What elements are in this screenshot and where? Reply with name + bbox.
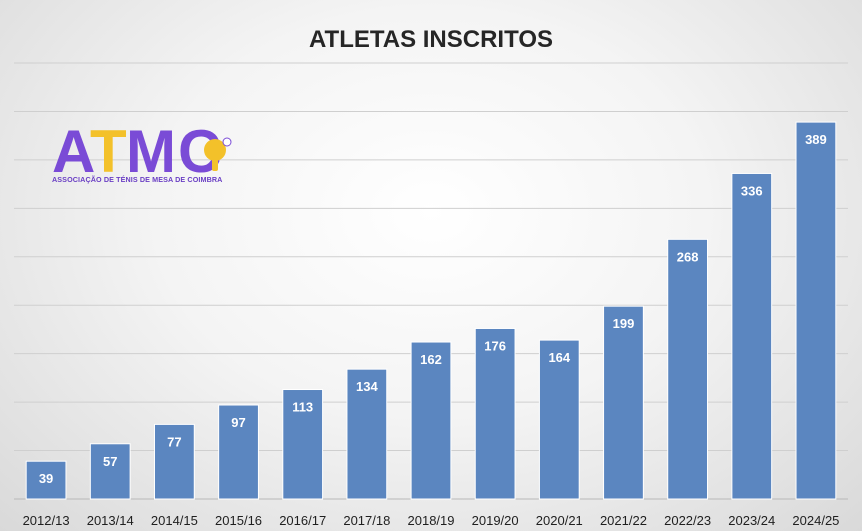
data-label: 97 xyxy=(231,415,245,430)
x-tick-label: 2019/20 xyxy=(472,513,519,528)
bar xyxy=(603,305,644,500)
x-tick-label: 2012/13 xyxy=(23,513,70,528)
bar xyxy=(667,238,709,500)
x-tick-label: 2015/16 xyxy=(215,513,262,528)
x-tick-label: 2014/15 xyxy=(151,513,198,528)
atmc-logo: A T M C ASSOCIAÇÃO DE TÉNIS DE MESA DE C… xyxy=(52,118,252,190)
x-tick-label: 2018/19 xyxy=(408,513,455,528)
data-label: 199 xyxy=(613,316,635,331)
bar xyxy=(282,389,324,500)
data-label: 134 xyxy=(356,379,378,394)
x-tick-label: 2022/23 xyxy=(664,513,711,528)
x-tick-label: 2017/18 xyxy=(343,513,390,528)
x-tick-label: 2013/14 xyxy=(87,513,134,528)
bar xyxy=(89,443,131,500)
bar xyxy=(153,423,195,500)
bar xyxy=(538,339,580,500)
logo-letter-a: A xyxy=(52,120,95,176)
data-label: 268 xyxy=(677,249,699,264)
bar xyxy=(731,172,773,500)
data-label: 113 xyxy=(292,400,313,415)
ping-pong-paddle-icon xyxy=(204,137,232,171)
data-label: 162 xyxy=(420,352,442,367)
data-label: 39 xyxy=(39,471,53,486)
data-label: 77 xyxy=(167,434,181,449)
atmc-logo-mark: A T M C xyxy=(52,118,232,185)
bar xyxy=(346,368,388,500)
data-label: 57 xyxy=(103,454,117,469)
x-tick-label: 2021/22 xyxy=(600,513,647,528)
bar xyxy=(218,404,259,500)
x-tick-label: 2024/25 xyxy=(792,513,839,528)
logo-letter-m: M xyxy=(126,120,176,176)
bar xyxy=(25,460,67,500)
logo-letter-t: T xyxy=(90,120,127,176)
bar xyxy=(474,327,516,500)
data-label: 176 xyxy=(484,338,506,353)
x-tick-label: 2016/17 xyxy=(279,513,326,528)
chart-title: ATLETAS INSCRITOS xyxy=(308,26,553,53)
x-tick-label: 2020/21 xyxy=(536,513,583,528)
data-label: 336 xyxy=(741,183,763,198)
x-tick-label: 2023/24 xyxy=(728,513,775,528)
data-label: 164 xyxy=(548,350,570,365)
data-label: 389 xyxy=(805,132,827,147)
bar xyxy=(795,121,837,500)
logo-subtitle: ASSOCIAÇÃO DE TÉNIS DE MESA DE COIMBRA xyxy=(52,175,223,184)
bar xyxy=(410,341,452,500)
